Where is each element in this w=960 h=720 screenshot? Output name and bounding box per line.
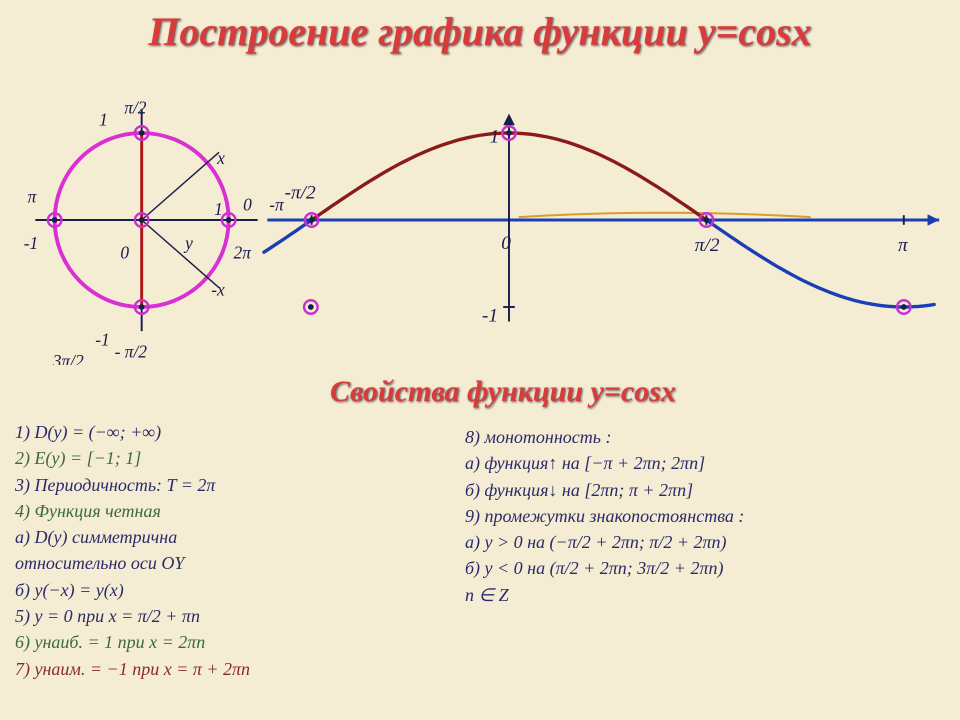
property-line: 6) yнаиб. = 1 при x = 2πn (15, 630, 455, 654)
svg-text:0: 0 (120, 243, 129, 263)
property-line: а) y > 0 на (−π/2 + 2πn; π/2 + 2πn) (465, 530, 945, 554)
svg-text:π/2: π/2 (695, 235, 720, 256)
svg-text:1: 1 (99, 109, 108, 129)
sub-heading: Свойства функции y=cosx (330, 375, 676, 409)
svg-text:- π/2: - π/2 (115, 341, 148, 361)
svg-text:π: π (898, 235, 909, 256)
svg-text:π: π (28, 187, 38, 207)
svg-text:π/2: π/2 (124, 98, 147, 118)
property-line: 9) промежутки знакопостоянства : (465, 504, 945, 528)
svg-text:y: y (183, 233, 193, 253)
property-line: 7) yнаим. = −1 при x = π + 2πn (15, 657, 455, 681)
properties-left: 1) D(y) = (−∞; +∞)2) E(y) = [−1; 1] 3) Пе… (15, 420, 455, 683)
svg-text:-1: -1 (95, 330, 110, 350)
svg-text:1: 1 (490, 127, 500, 148)
svg-text:-π: -π (269, 194, 285, 214)
svg-text:-π/2: -π/2 (285, 183, 316, 204)
svg-text:3π/2: 3π/2 (52, 351, 84, 365)
svg-text:0: 0 (501, 233, 511, 254)
property-line: а) D(y) симметрична (15, 525, 455, 549)
property-line: n ∈ Z (465, 583, 945, 607)
properties-right: 8) монотонность :а) функция↑ на [−π + 2π… (465, 425, 945, 609)
property-line: б) функция↓ на [2πn; π + 2πn] (465, 478, 945, 502)
page-title: Построение графика функции y=cosx (0, 0, 960, 55)
property-line: 4) Функция четная (15, 499, 455, 523)
property-line: 8) монотонность : (465, 425, 945, 449)
property-line: относительно оси OY (15, 551, 455, 575)
property-line: 1) D(y) = (−∞; +∞) (15, 420, 455, 444)
property-line: 3) Периодичность: T = 2π (15, 473, 455, 497)
svg-text:-1: -1 (24, 233, 39, 253)
svg-text:-x: -x (211, 279, 225, 299)
svg-text:2π: 2π (234, 243, 253, 263)
graphs-svg: 1π/2π-1-1- π/20102π-πyx-x3π/2-π/201-1π/2… (0, 75, 960, 365)
svg-text:x: x (216, 148, 225, 168)
svg-text:-1: -1 (482, 306, 498, 327)
property-line: 5) y = 0 при x = π/2 + πn (15, 604, 455, 628)
property-line: а) функция↑ на [−π + 2πn; 2πn] (465, 451, 945, 475)
property-line: 2) E(y) = [−1; 1] (15, 446, 455, 470)
property-line: б) y(−x) = y(x) (15, 578, 455, 602)
svg-text:1: 1 (214, 199, 223, 219)
property-line: б) y < 0 на (π/2 + 2πn; 3π/2 + 2πn) (465, 556, 945, 580)
svg-text:0: 0 (243, 194, 252, 214)
